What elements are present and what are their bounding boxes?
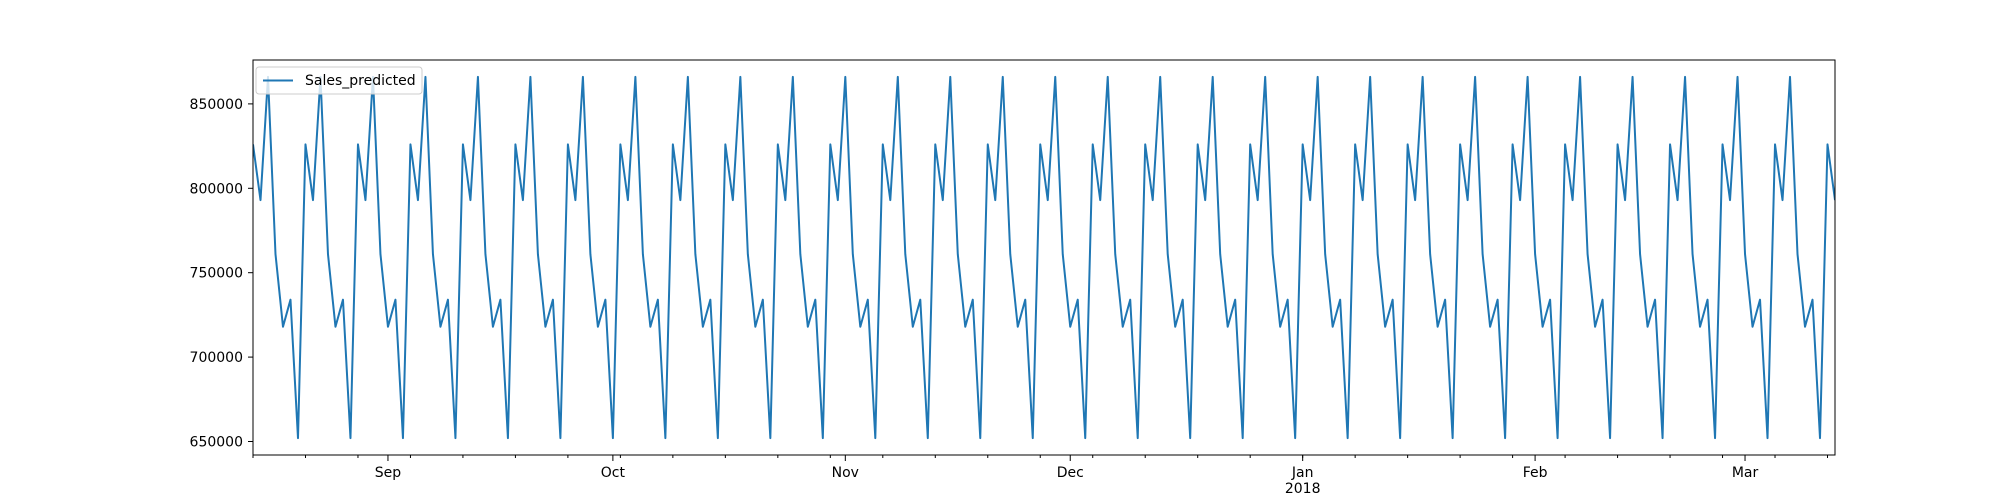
y-tick-label: 650000 — [190, 434, 243, 450]
x-tick-label: Feb — [1523, 465, 1548, 481]
legend-label: Sales_predicted — [305, 73, 416, 89]
x-tick-label: Mar — [1732, 465, 1759, 481]
x-tick-sublabel: 2018 — [1285, 481, 1321, 497]
y-tick-label: 800000 — [190, 181, 243, 197]
series-line-sales-predicted — [253, 75, 1835, 440]
y-tick-label: 850000 — [190, 97, 243, 113]
x-tick-label: Jan — [1291, 465, 1314, 481]
legend-frame — [255, 66, 423, 95]
x-tick-label: Sep — [375, 465, 402, 481]
x-tick-label: Dec — [1057, 465, 1084, 481]
axes-layer: 650000 700000 750000 800000 850000 Sep Oct Nov D… — [190, 59, 1836, 497]
y-tick-label: 750000 — [190, 266, 243, 282]
y-tick-label: 700000 — [190, 350, 243, 366]
x-tick-label: Oct — [601, 465, 626, 481]
legend: Sales_predicted — [255, 66, 423, 95]
series-layer — [253, 75, 1835, 440]
x-tick-label: Nov — [832, 465, 859, 481]
plot-frame — [252, 59, 1836, 456]
